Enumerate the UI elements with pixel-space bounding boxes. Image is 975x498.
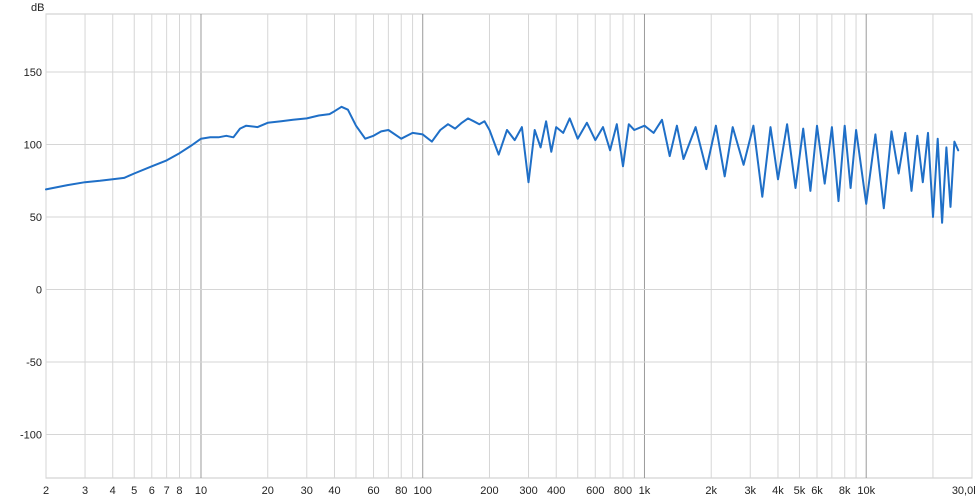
x-tick-label: 5 bbox=[131, 485, 137, 497]
x-tick-label: 4k bbox=[772, 485, 784, 497]
x-tick-label: 2 bbox=[43, 485, 49, 497]
x-gridlines bbox=[45, 14, 973, 478]
x-tick-label: 4 bbox=[110, 485, 116, 497]
x-tick-label: 200 bbox=[480, 485, 498, 497]
x-tick-label: 80 bbox=[395, 485, 407, 497]
y-tick-labels: 150 100 50 0 -50 -100 bbox=[20, 67, 42, 442]
x-tick-label: 7 bbox=[164, 485, 170, 497]
x-tick-label: 600 bbox=[586, 485, 604, 497]
x-tick-label: 20 bbox=[262, 485, 274, 497]
x-tick-label: 2k bbox=[705, 485, 717, 497]
x-tick-label: 6k bbox=[811, 485, 823, 497]
series-group bbox=[45, 105, 960, 224]
x-tick-label: 40 bbox=[328, 485, 340, 497]
x-tick-label: 3 bbox=[82, 485, 88, 497]
y-gridlines bbox=[46, 71, 972, 435]
x-tick-label: 10 bbox=[195, 485, 207, 497]
x-tick-label: 6 bbox=[149, 485, 155, 497]
x-tick-label: 60 bbox=[367, 485, 379, 497]
y-tick-label: 0 bbox=[36, 285, 42, 297]
x-tick-label: 30 bbox=[301, 485, 313, 497]
y-axis-unit-label: dB bbox=[31, 2, 44, 14]
x-tick-label: 8 bbox=[176, 485, 182, 497]
x-tick-label: 100 bbox=[414, 485, 432, 497]
y-tick-label: 50 bbox=[30, 212, 42, 224]
x-tick-label: 5k bbox=[794, 485, 806, 497]
x-tick-labels: 2 3 4 5 6 7 8 10 20 30 40 60 80 100 200 300 400 600 800 1k 2… bbox=[43, 485, 975, 497]
x-tick-label: 8k bbox=[839, 485, 851, 497]
x-tick-label: 1k bbox=[639, 485, 651, 497]
series-line bbox=[45, 105, 960, 224]
plot-area bbox=[45, 13, 973, 479]
x-tick-label: 400 bbox=[547, 485, 565, 497]
x-tick-label: 10k bbox=[857, 485, 875, 497]
y-tick-label: 100 bbox=[24, 140, 42, 152]
y-tick-label: 150 bbox=[24, 67, 42, 79]
x-tick-label: 30,0kHz bbox=[952, 485, 975, 497]
x-tick-label: 3k bbox=[744, 485, 756, 497]
x-tick-label: 800 bbox=[614, 485, 632, 497]
x-tick-label: 300 bbox=[519, 485, 537, 497]
y-tick-label: -100 bbox=[20, 430, 42, 442]
y-tick-label: -50 bbox=[26, 357, 42, 369]
